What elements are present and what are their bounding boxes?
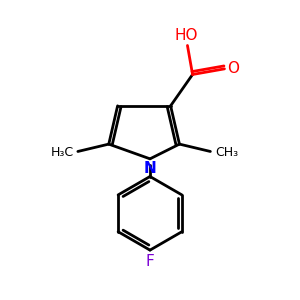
- Text: N: N: [144, 161, 156, 176]
- Text: HO: HO: [174, 28, 198, 43]
- Text: CH₃: CH₃: [215, 146, 238, 159]
- Text: O: O: [227, 61, 239, 76]
- Text: H₃C: H₃C: [50, 146, 74, 159]
- Text: F: F: [146, 254, 154, 268]
